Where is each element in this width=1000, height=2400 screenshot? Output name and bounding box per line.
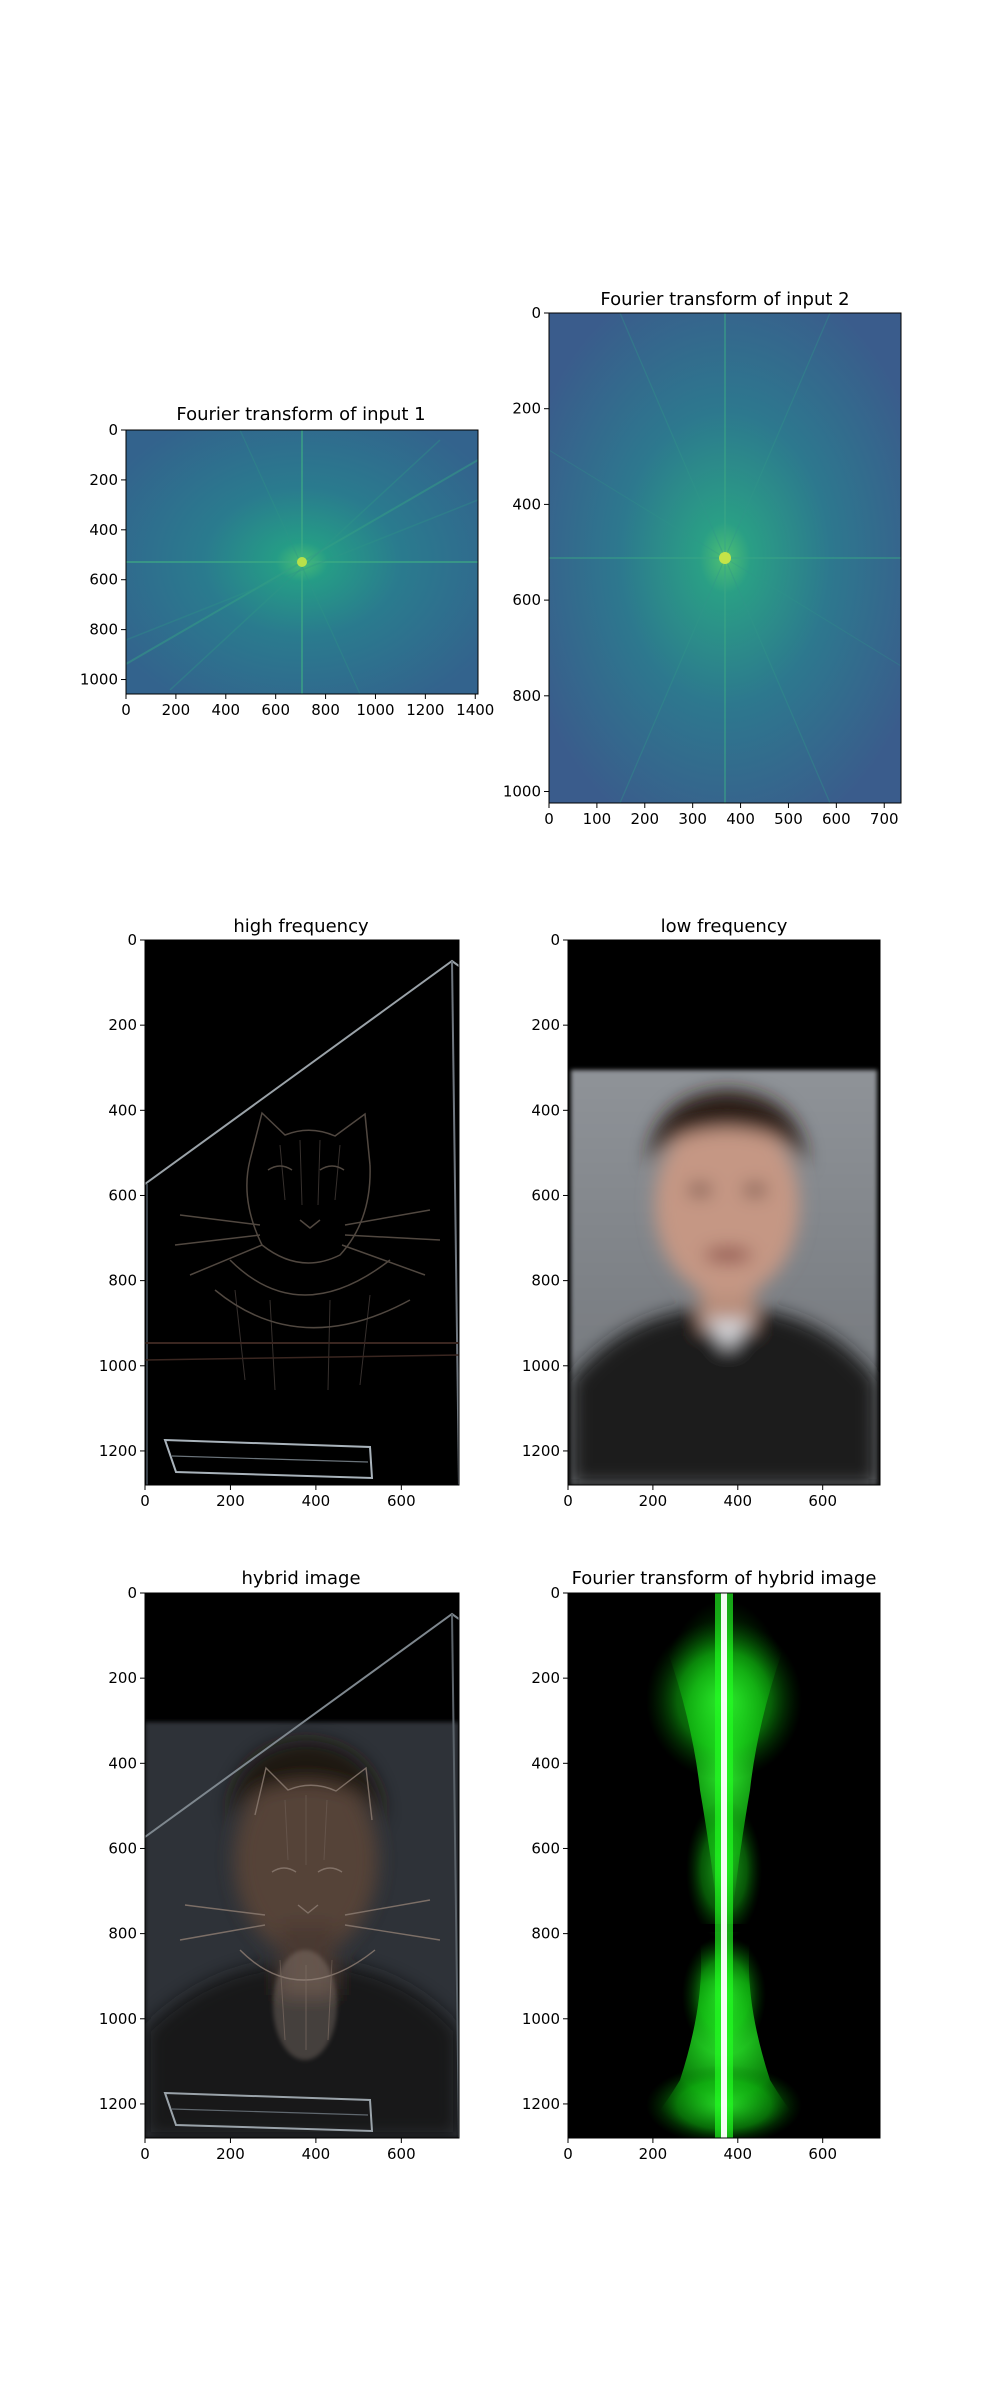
panel-ft-input-2: Fourier transform of input 2 0 100 200 300 4…: [503, 289, 902, 828]
y-tick-label: 400: [108, 1101, 137, 1119]
panel-6-axes: 0 200 400 600 0 200 400 600 800 1000 1200: [522, 1584, 837, 2163]
x-tick-label: 0: [140, 1492, 150, 1510]
panel-4-axes: 0 200 400 600 0 200 400 600 800 1000 1200: [522, 931, 837, 1510]
x-tick-label: 600: [387, 1492, 416, 1510]
y-tick-label: 1000: [99, 1357, 137, 1375]
y-tick-label: 400: [512, 495, 541, 513]
x-tick-label: 200: [639, 1492, 668, 1510]
y-tick-label: 200: [89, 471, 118, 489]
y-tick-label: 200: [512, 400, 541, 418]
x-tick-label: 600: [822, 810, 851, 828]
x-tick-label: 400: [726, 810, 755, 828]
y-tick-label: 1000: [522, 1357, 560, 1375]
x-tick-label: 400: [302, 2145, 331, 2163]
x-tick-label: 600: [261, 701, 290, 719]
y-tick-label: 0: [550, 1584, 560, 1602]
y-tick-label: 1000: [522, 2010, 560, 2028]
x-tick-label: 1000: [356, 701, 394, 719]
x-tick-label: 400: [211, 701, 240, 719]
x-tick-label: 800: [311, 701, 340, 719]
panel-6-image: [568, 1593, 880, 2138]
x-tick-label: 200: [216, 1492, 245, 1510]
y-tick-label: 1000: [99, 2010, 137, 2028]
y-tick-label: 800: [531, 1925, 560, 1943]
y-tick-label: 800: [108, 1925, 137, 1943]
x-tick-label: 500: [774, 810, 803, 828]
x-tick-label: 0: [563, 2145, 573, 2163]
x-tick-label: 400: [302, 1492, 331, 1510]
x-tick-label: 400: [723, 1492, 752, 1510]
y-tick-label: 0: [550, 931, 560, 949]
panel-ft-hybrid: Fourier transform of hybrid image 0 200 40…: [522, 1568, 881, 2163]
x-tick-label: 400: [723, 2145, 752, 2163]
panel-6-title: Fourier transform of hybrid image: [572, 1568, 877, 1589]
y-tick-label: 800: [108, 1272, 137, 1290]
panel-5-axes: 0 200 400 600 0 200 400 600 800 1000 1200: [99, 1584, 416, 2163]
panel-3-axes: 0 200 400 600 0 200 400 600 800 1000 1200: [99, 931, 416, 1510]
y-tick-label: 600: [89, 571, 118, 589]
panel-2-image: [549, 313, 901, 803]
panel-low-frequency: low frequency: [522, 916, 881, 1510]
y-tick-label: 0: [531, 304, 541, 322]
y-tick-label: 600: [108, 1839, 137, 1857]
y-tick-label: 400: [531, 1754, 560, 1772]
y-tick-label: 200: [531, 1016, 560, 1034]
x-tick-label: 100: [583, 810, 612, 828]
x-tick-label: 0: [544, 810, 554, 828]
y-tick-label: 200: [108, 1016, 137, 1034]
panel-high-frequency: high frequency: [99, 916, 460, 1510]
x-tick-label: 700: [870, 810, 899, 828]
y-tick-label: 800: [531, 1272, 560, 1290]
y-tick-label: 600: [512, 591, 541, 609]
y-tick-label: 0: [108, 421, 118, 439]
x-tick-label: 0: [140, 2145, 150, 2163]
y-tick-label: 400: [89, 521, 118, 539]
x-tick-label: 300: [678, 810, 707, 828]
x-tick-label: 600: [808, 1492, 837, 1510]
panel-hybrid-image: hybrid image: [99, 1568, 460, 2163]
x-tick-label: 200: [630, 810, 659, 828]
panel-3-title: high frequency: [233, 916, 369, 937]
panel-3-image: [145, 940, 459, 1485]
panel-4-image: [568, 940, 880, 1485]
x-tick-label: 600: [808, 2145, 837, 2163]
panel-ft-input-1: Fourier transform of input 1 0 200 400 600 8…: [80, 404, 495, 719]
y-tick-label: 1200: [99, 1442, 137, 1460]
x-tick-label: 1400: [456, 701, 494, 719]
y-tick-label: 1200: [99, 2095, 137, 2113]
y-tick-label: 800: [512, 687, 541, 705]
y-tick-label: 400: [108, 1754, 137, 1772]
panel-1-axes: 0 200 400 600 800 1000 1200 1400 0 200 400 600 800 10…: [80, 421, 495, 719]
y-tick-label: 600: [531, 1186, 560, 1204]
x-tick-label: 600: [387, 2145, 416, 2163]
y-tick-label: 1200: [522, 1442, 560, 1460]
x-tick-label: 0: [563, 1492, 573, 1510]
panel-5-title: hybrid image: [241, 1568, 360, 1589]
panel-5-image: [145, 1593, 459, 2138]
y-tick-label: 1000: [80, 671, 118, 689]
x-tick-label: 200: [216, 2145, 245, 2163]
x-tick-label: 1200: [406, 701, 444, 719]
panel-2-axes: 0 100 200 300 400 500 600 700 0 200 400 600 800 1000: [503, 304, 899, 828]
y-tick-label: 1200: [522, 2095, 560, 2113]
y-tick-label: 200: [108, 1669, 137, 1687]
y-tick-label: 0: [127, 1584, 137, 1602]
panel-2-title: Fourier transform of input 2: [600, 289, 849, 310]
y-tick-label: 0: [127, 931, 137, 949]
y-tick-label: 600: [108, 1186, 137, 1204]
x-tick-label: 0: [121, 701, 131, 719]
x-tick-label: 200: [162, 701, 191, 719]
panel-4-title: low frequency: [661, 916, 788, 937]
y-tick-label: 800: [89, 621, 118, 639]
panel-1-image: [126, 430, 478, 694]
x-tick-label: 200: [639, 2145, 668, 2163]
y-tick-label: 1000: [503, 783, 541, 801]
y-tick-label: 400: [531, 1101, 560, 1119]
y-tick-label: 200: [531, 1669, 560, 1687]
y-tick-label: 600: [531, 1839, 560, 1857]
panel-1-title: Fourier transform of input 1: [176, 404, 425, 425]
